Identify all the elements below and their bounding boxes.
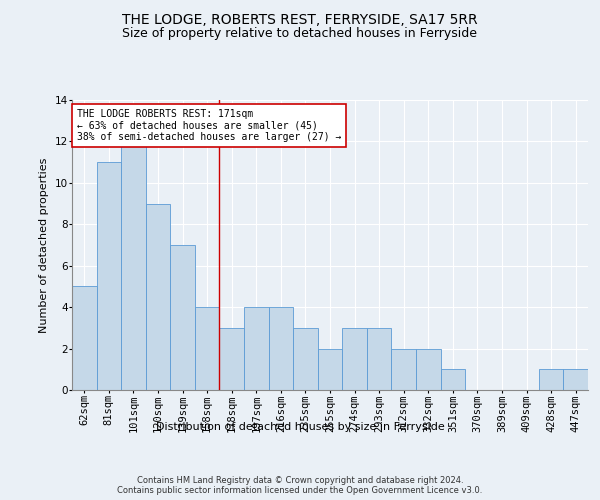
Bar	[72, 286, 97, 390]
Text: THE LODGE ROBERTS REST: 171sqm
← 63% of detached houses are smaller (45)
38% of : THE LODGE ROBERTS REST: 171sqm ← 63% of …	[77, 108, 341, 142]
Bar	[367, 328, 391, 390]
Text: Contains HM Land Registry data © Crown copyright and database right 2024.
Contai: Contains HM Land Registry data © Crown c…	[118, 476, 482, 495]
Y-axis label: Number of detached properties: Number of detached properties	[39, 158, 49, 332]
Bar	[97, 162, 121, 390]
Bar	[416, 348, 440, 390]
Bar	[391, 348, 416, 390]
Text: Distribution of detached houses by size in Ferryside: Distribution of detached houses by size …	[155, 422, 445, 432]
Bar	[121, 142, 146, 390]
Bar	[440, 370, 465, 390]
Bar	[195, 307, 220, 390]
Bar	[293, 328, 318, 390]
Bar	[269, 307, 293, 390]
Bar	[244, 307, 269, 390]
Bar	[170, 245, 195, 390]
Bar	[318, 348, 342, 390]
Text: THE LODGE, ROBERTS REST, FERRYSIDE, SA17 5RR: THE LODGE, ROBERTS REST, FERRYSIDE, SA17…	[122, 12, 478, 26]
Bar	[342, 328, 367, 390]
Bar	[146, 204, 170, 390]
Text: Size of property relative to detached houses in Ferryside: Size of property relative to detached ho…	[122, 28, 478, 40]
Bar	[539, 370, 563, 390]
Bar	[563, 370, 588, 390]
Bar	[220, 328, 244, 390]
